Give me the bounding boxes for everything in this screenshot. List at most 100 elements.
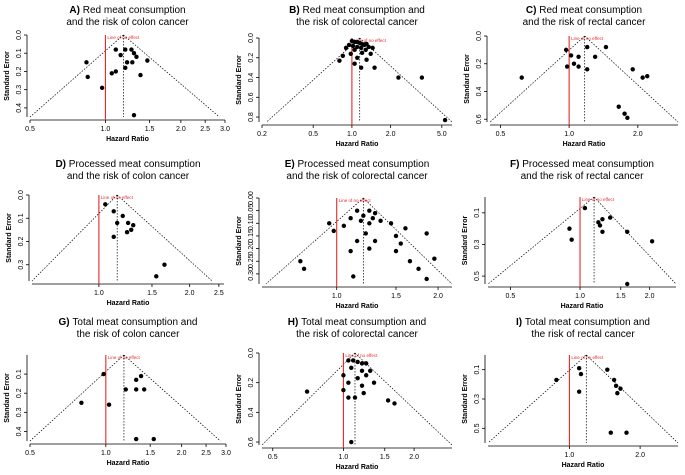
study-point [111,234,116,240]
study-point [592,54,598,60]
study-point [346,358,351,363]
panel-title-line2: the risk of colon cancer [77,329,180,340]
x-tick-label: 2.0 [176,126,186,133]
study-point [120,213,125,219]
study-point [372,238,378,244]
y-axis-title: Standard Error [4,51,11,101]
y-tick-label: 0.5 [474,271,481,281]
y-tick-label: 0.10 [248,216,255,230]
study-point [349,365,354,371]
line-of-no-effect-label: Line of no effect [571,355,604,360]
study-point [130,60,135,65]
x-tick-label: 1.5 [147,290,157,297]
y-tick-label: 0.4 [476,87,483,97]
funnel-left-bound [266,37,360,123]
study-point [346,380,351,385]
study-point [611,377,617,383]
study-point [85,74,90,80]
study-point [162,262,167,267]
study-point [392,401,397,406]
study-point [640,75,645,80]
study-point [363,47,368,53]
y-tick-label: 0.2 [16,66,23,76]
panel-letter: G) [59,317,73,328]
study-point [118,52,123,58]
study-point [131,51,137,56]
study-point [350,43,356,49]
panel-title: D) Processed meat consumption [55,159,200,170]
x-axis-title: Hazard Ratio [563,141,606,148]
study-point [131,223,136,228]
x-tick-label: 1.5 [145,450,155,457]
study-point [600,216,605,222]
study-point [124,60,130,65]
panel-letter: B) [289,5,302,16]
study-point [298,259,303,264]
study-point [372,65,377,70]
study-point [367,208,372,213]
x-tick-label: 2.0 [645,293,655,300]
study-point [576,54,581,60]
study-point [103,202,108,207]
y-tick-label: 0.6 [248,437,255,447]
study-point [341,223,347,229]
x-tick-label: 2.0 [177,450,187,457]
y-tick-label: 0.2 [16,388,23,398]
study-point [355,44,360,50]
study-point [359,50,365,56]
study-point [613,383,619,388]
study-point [388,221,394,226]
x-tick-label: 1.0 [339,454,349,461]
y-tick-label: 0.4 [16,103,23,113]
x-tick-label: 1.0 [332,293,342,300]
y-axis-title: Standard Error [464,54,471,104]
funnel-right-bound [354,352,453,446]
panel-title-line1: Processed meat consumption [298,159,430,170]
y-tick-label: 0.2 [248,378,255,388]
panel-letter: C) [526,5,539,16]
study-point [368,51,373,57]
y-tick-label: 0.1 [18,213,25,223]
y-tick-label: 0.8 [248,112,255,122]
study-point [600,229,605,234]
panel-title: I) Total meat consumption and [516,317,650,328]
y-axis-title: Standard Error [4,373,11,423]
study-point [141,387,147,392]
line-of-no-effect-label: Line of no effect [582,197,615,202]
study-point [616,104,621,109]
y-tick-label: 0.0 [248,348,255,358]
study-point [101,371,106,377]
x-tick-label: 1.0 [575,293,585,300]
study-point [385,398,391,403]
study-point [363,373,369,378]
study-point [419,75,425,80]
y-tick-label: 0.3 [18,260,25,270]
study-point [361,390,366,396]
y-tick-label: 0.1 [474,365,481,375]
panel-letter: A) [69,5,82,16]
study-point [343,45,349,51]
study-point [363,361,369,366]
panel-title: H) Total meat consumption and [288,317,426,328]
study-point [349,439,354,445]
y-tick-label: 0.0 [18,190,25,200]
funnel-left-bound [29,34,124,118]
y-tick-label: 0.1 [16,48,23,58]
x-tick-label: 0.5 [25,450,35,457]
y-tick-label: 0.20 [248,242,255,256]
y-axis-title: Standard Error [236,216,243,266]
y-tick-label: 0.05 [248,204,255,218]
y-tick-label: 0.3 [474,394,481,404]
panel-title-line1: Processed meat consumption [69,159,201,170]
x-tick-label: 0.5 [268,454,278,461]
funnel-left-bound [31,194,118,282]
study-point [424,276,429,282]
panel-title-line2: and the risk of rectal cancer [523,17,647,28]
y-tick-label: 0.4 [248,407,255,417]
x-tick-label: 1.5 [616,293,626,300]
study-point [133,436,139,442]
study-point [145,58,150,63]
x-tick-label: 2.5 [200,126,210,133]
panel-title-line1: Total meat consumption and [525,317,650,328]
